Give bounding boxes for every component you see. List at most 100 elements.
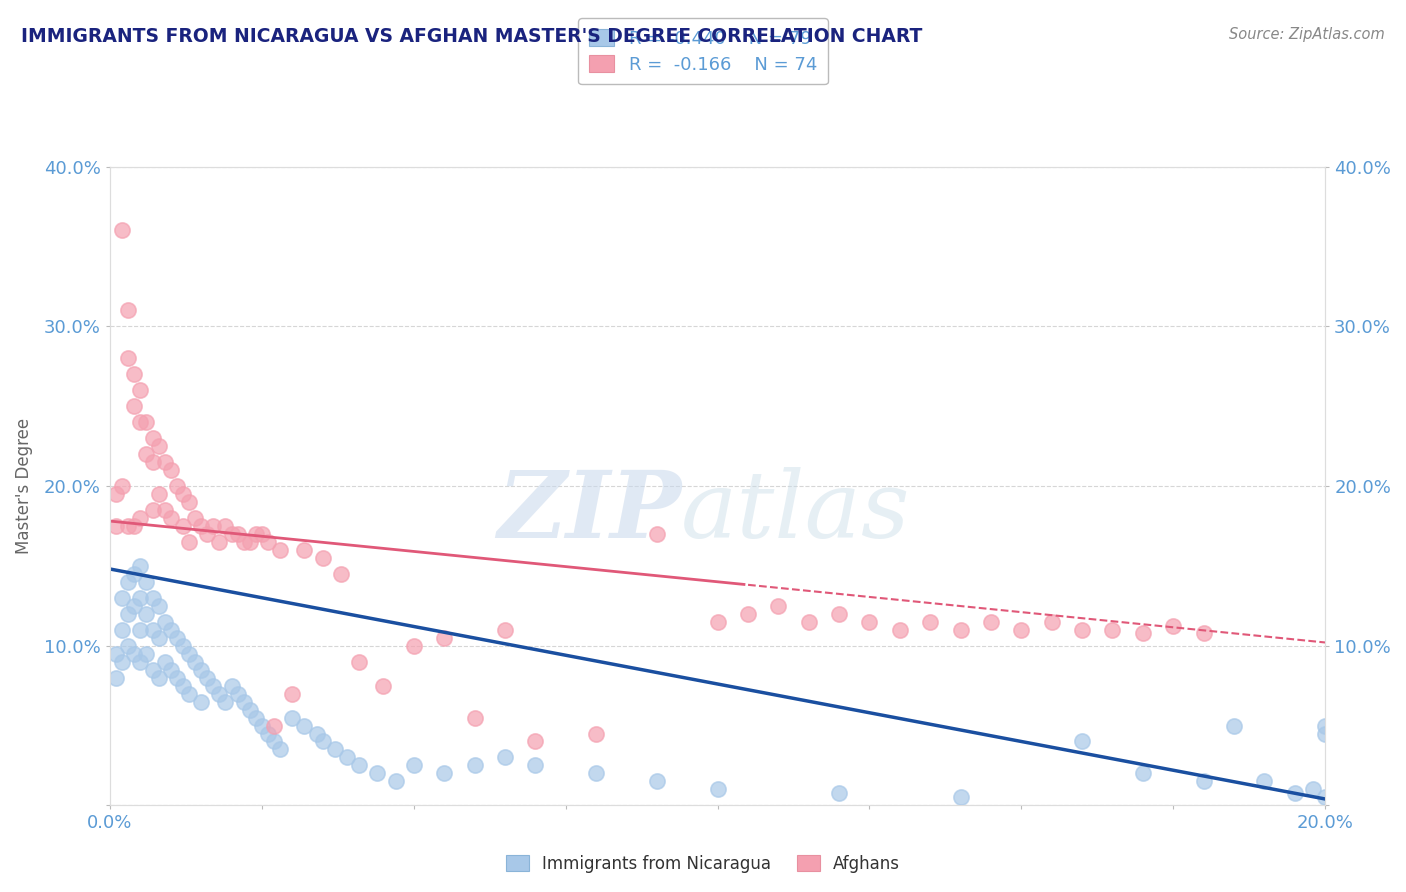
Point [129, 415, 152, 429]
Point [263, 718, 285, 732]
Point [190, 519, 212, 533]
Point [226, 687, 249, 701]
Point [124, 566, 146, 581]
Point [1223, 718, 1246, 732]
Point [148, 671, 170, 685]
Point [828, 786, 851, 800]
Point [464, 710, 486, 724]
Point [124, 599, 146, 613]
Text: ZIP: ZIP [496, 467, 681, 557]
Point [323, 742, 346, 756]
Point [117, 607, 139, 621]
Point [1010, 623, 1032, 637]
Point [269, 742, 291, 756]
Point [226, 527, 249, 541]
Point [153, 655, 176, 669]
Point [129, 383, 152, 397]
Point [1040, 615, 1063, 629]
Point [706, 615, 728, 629]
Point [117, 574, 139, 589]
Point [184, 655, 207, 669]
Point [195, 527, 218, 541]
Point [294, 718, 316, 732]
Point [117, 351, 139, 366]
Point [232, 695, 254, 709]
Point [889, 623, 911, 637]
Point [202, 519, 225, 533]
Point [1132, 766, 1154, 780]
Point [111, 623, 134, 637]
Point [141, 503, 163, 517]
Point [172, 679, 194, 693]
Point [245, 527, 267, 541]
Point [141, 455, 163, 469]
Point [129, 591, 152, 605]
Point [117, 639, 139, 653]
Point [402, 639, 425, 653]
Point [336, 750, 359, 764]
Point [172, 639, 194, 653]
Point [141, 663, 163, 677]
Point [281, 710, 304, 724]
Legend: Immigrants from Nicaragua, Afghans: Immigrants from Nicaragua, Afghans [499, 848, 907, 880]
Point [980, 615, 1002, 629]
Point [1192, 774, 1215, 789]
Point [111, 479, 134, 493]
Point [221, 679, 243, 693]
Point [797, 615, 820, 629]
Point [148, 487, 170, 501]
Point [294, 542, 316, 557]
Point [148, 631, 170, 645]
Point [1132, 626, 1154, 640]
Point [190, 695, 212, 709]
Point [124, 367, 146, 381]
Point [111, 223, 134, 237]
Point [148, 599, 170, 613]
Point [257, 726, 280, 740]
Point [1192, 626, 1215, 640]
Point [1302, 782, 1324, 797]
Point [129, 623, 152, 637]
Point [524, 734, 547, 748]
Point [347, 655, 370, 669]
Point [129, 655, 152, 669]
Point [208, 534, 231, 549]
Point [105, 647, 128, 661]
Point [1313, 790, 1336, 805]
Text: atlas: atlas [681, 467, 911, 557]
Point [949, 623, 972, 637]
Point [129, 511, 152, 525]
Point [208, 687, 231, 701]
Point [141, 591, 163, 605]
Point [768, 599, 790, 613]
Point [202, 679, 225, 693]
Point [117, 519, 139, 533]
Point [166, 479, 188, 493]
Point [257, 534, 280, 549]
Point [1101, 623, 1123, 637]
Point [433, 631, 456, 645]
Point [494, 623, 516, 637]
Point [645, 527, 668, 541]
Point [105, 487, 128, 501]
Point [166, 631, 188, 645]
Point [177, 647, 200, 661]
Point [245, 710, 267, 724]
Point [129, 558, 152, 573]
Point [214, 519, 236, 533]
Point [153, 455, 176, 469]
Point [524, 758, 547, 772]
Point [402, 758, 425, 772]
Point [1313, 726, 1336, 740]
Point [124, 519, 146, 533]
Text: Source: ZipAtlas.com: Source: ZipAtlas.com [1229, 27, 1385, 42]
Point [1253, 774, 1275, 789]
Point [159, 623, 181, 637]
Point [305, 726, 328, 740]
Point [177, 534, 200, 549]
Point [117, 303, 139, 318]
Point [373, 679, 395, 693]
Point [585, 766, 607, 780]
Point [269, 542, 291, 557]
Legend: R = -0.440    N = 79, R =  -0.166    N = 74: R = -0.440 N = 79, R = -0.166 N = 74 [578, 18, 828, 85]
